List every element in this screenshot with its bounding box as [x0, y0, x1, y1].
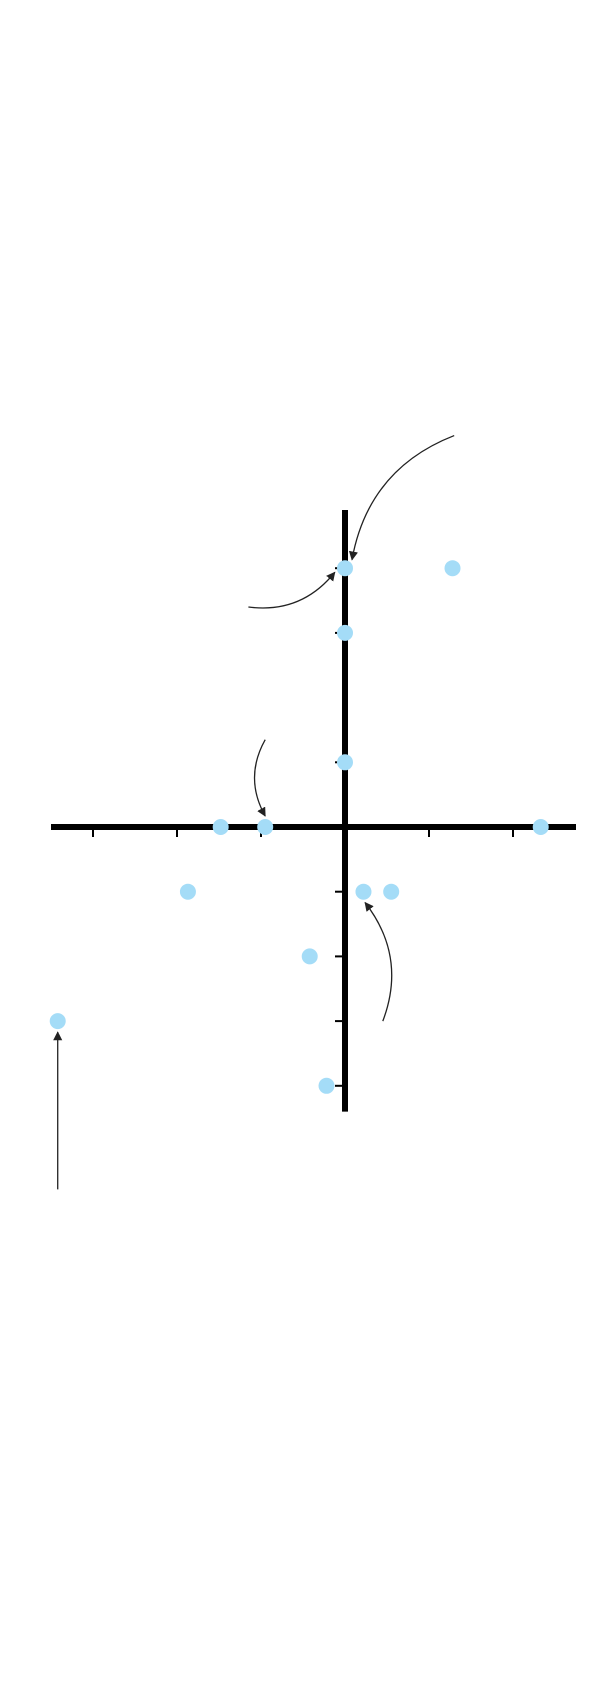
data-point	[212, 819, 229, 835]
axes	[51, 509, 576, 1112]
annotation-arrow	[248, 571, 336, 609]
annotation-arrow	[348, 434, 455, 561]
data-point	[337, 624, 353, 641]
annotation-arrow	[253, 739, 266, 817]
data-point	[337, 754, 353, 771]
data-point	[532, 819, 549, 835]
data-point	[179, 883, 196, 900]
data-point	[318, 1077, 335, 1094]
data-point	[257, 819, 274, 835]
data-point	[383, 883, 400, 900]
data-point	[49, 1013, 66, 1030]
data-points	[49, 560, 549, 1094]
data-point	[355, 883, 372, 900]
data-point	[337, 560, 353, 577]
data-point	[444, 560, 461, 577]
annotation-arrows	[53, 434, 455, 1190]
annotation-arrow	[364, 901, 393, 1022]
data-point	[301, 948, 318, 965]
